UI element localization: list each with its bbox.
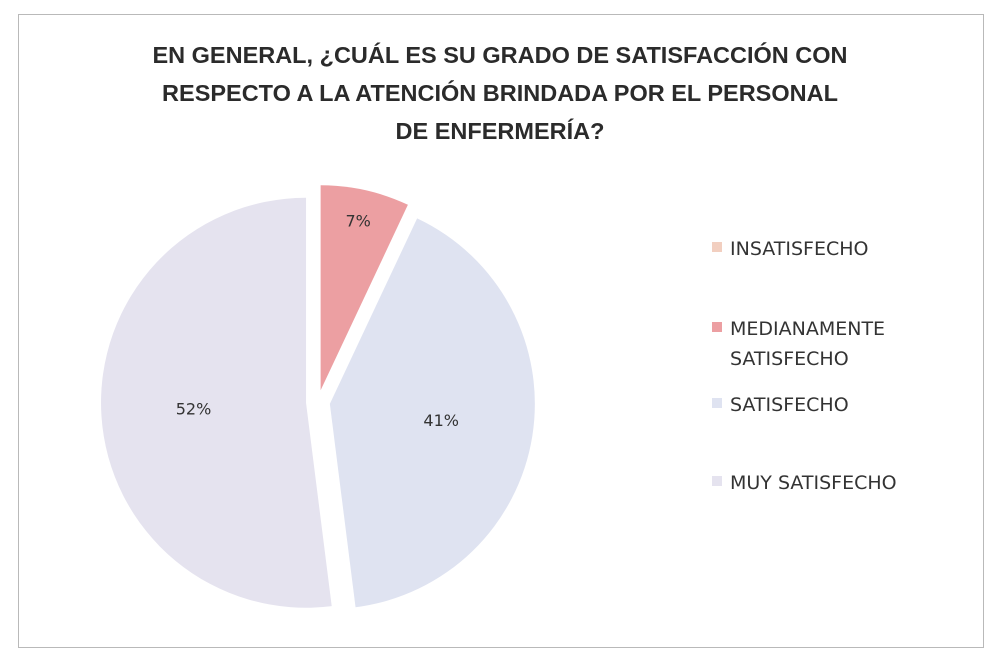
legend-item: MEDIANAMENTE SATISFECHO [712,314,950,374]
pie-slice [101,197,332,608]
pie-slice [329,218,535,608]
legend-swatch [712,398,722,408]
legend-item: INSATISFECHO [712,234,950,264]
legend-label: MEDIANAMENTE SATISFECHO [730,318,886,370]
pie-slice [320,185,408,391]
legend-label: SATISFECHO [730,394,849,416]
legend-item: MUY SATISFECHO [712,468,950,498]
data-label: 7% [345,212,370,231]
chart-frame [18,14,984,648]
legend-swatch [712,322,722,332]
legend-label: INSATISFECHO [730,238,869,260]
chart-title: EN GENERAL, ¿CUÁL ES SU GRADO DE SATISFA… [152,42,848,144]
legend-swatch [712,476,722,486]
legend-swatch [712,242,722,252]
data-label: 52% [176,399,212,418]
data-label: 41% [423,411,459,430]
legend-label: MUY SATISFECHO [730,472,897,494]
legend-item: SATISFECHO [712,390,950,420]
